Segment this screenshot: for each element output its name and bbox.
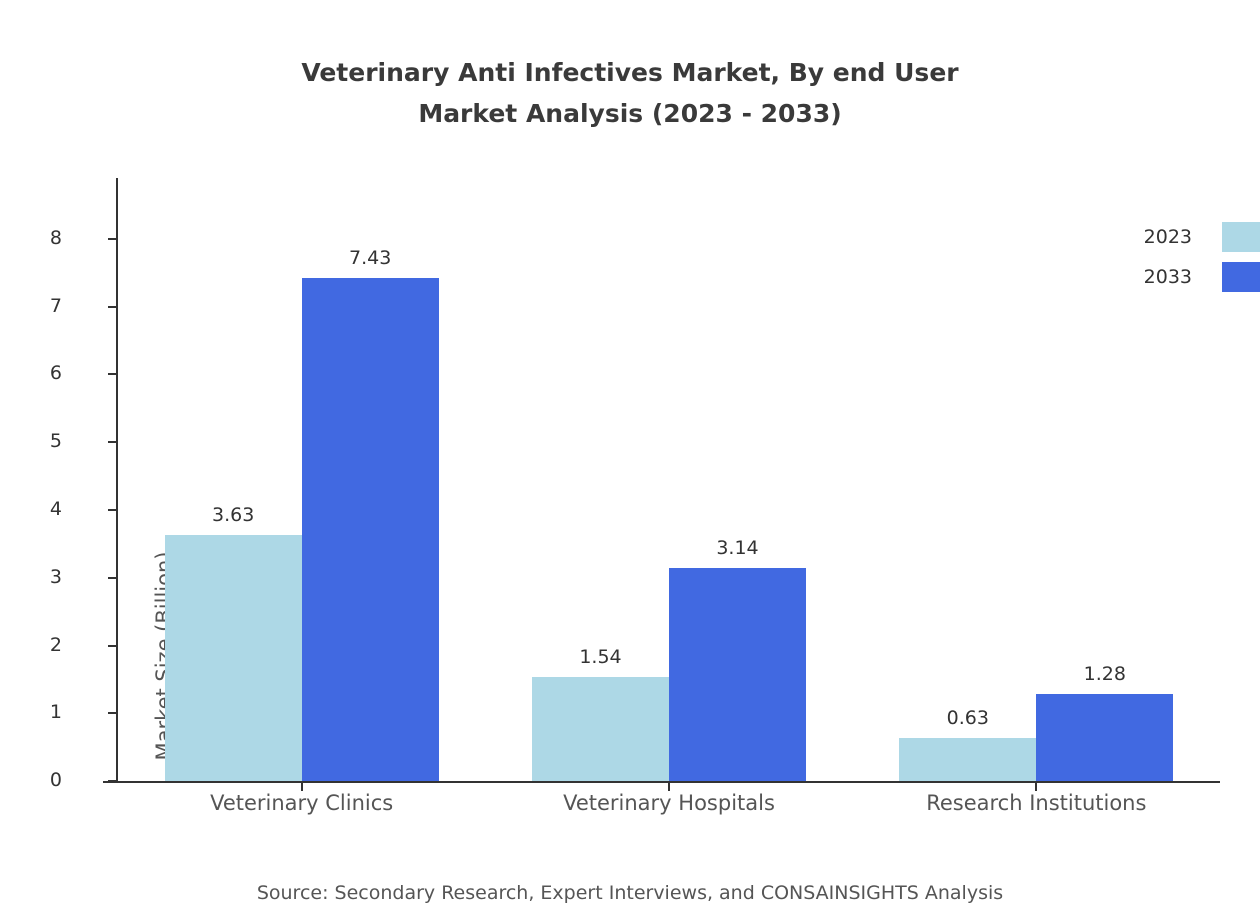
bar-value-label: 1.28 [1083,663,1126,686]
plot-area: Market Size (Billion) 012345678Veterinar… [50,178,1220,815]
bar-2033-research-institutions [1036,694,1174,781]
x-tick-mark [1035,783,1038,791]
bar-value-label: 3.63 [212,504,255,527]
chart-title: Veterinary Anti Infectives Market, By en… [0,52,1260,134]
y-tick-label: 3 [49,565,62,588]
y-tick-label: 6 [49,362,62,385]
bar-2033-veterinary-hospitals [669,568,806,781]
y-tick-mark [108,780,116,782]
y-tick-mark [108,237,116,240]
y-tick-mark [108,305,116,308]
y-tick-mark [108,441,116,444]
legend-swatch-2033 [1222,262,1260,292]
chart-title-line1: Veterinary Anti Infectives Market, By en… [301,58,959,87]
bar-2023-veterinary-clinics [164,535,302,781]
y-tick-label: 1 [49,701,62,724]
y-tick-label: 8 [49,226,62,249]
y-axis-line [116,178,118,781]
y-tick-mark [108,509,116,511]
bar-value-label: 1.54 [579,645,622,668]
bar-2023-research-institutions [899,738,1037,781]
y-tick-mark [108,712,116,715]
bar-2023-veterinary-hospitals [532,676,669,781]
x-axis-line [103,781,1220,783]
y-tick-label: 7 [49,294,62,317]
x-category-label: Veterinary Clinics [210,791,394,815]
legend-item-2033: 2033 [1144,262,1260,292]
bar-value-label: 0.63 [946,707,989,730]
source-note: Source: Secondary Research, Expert Inter… [256,882,1004,904]
chart-title-line2: Market Analysis (2023 - 2033) [418,99,842,128]
y-tick-mark [108,373,116,376]
x-tick-mark [300,783,303,791]
bar-value-label: 3.14 [716,537,759,560]
x-category-label: Research Institutions [926,791,1147,815]
y-tick-label: 0 [49,769,62,791]
chart-legend: 2023 2033 [1144,222,1260,302]
y-tick-mark [108,644,116,647]
y-tick-mark [108,576,116,579]
y-tick-label: 2 [49,633,62,656]
legend-item-2023: 2023 [1144,222,1260,252]
legend-swatch-2023 [1222,222,1260,252]
x-category-label: Veterinary Hospitals [563,791,775,815]
x-tick-mark [668,783,670,791]
y-tick-label: 4 [49,498,62,520]
bar-2033-veterinary-clinics [301,277,439,781]
bar-value-label: 7.43 [349,246,392,269]
legend-label-2023: 2023 [1143,226,1192,248]
legend-label-2033: 2033 [1143,266,1192,288]
y-tick-label: 5 [49,430,62,453]
